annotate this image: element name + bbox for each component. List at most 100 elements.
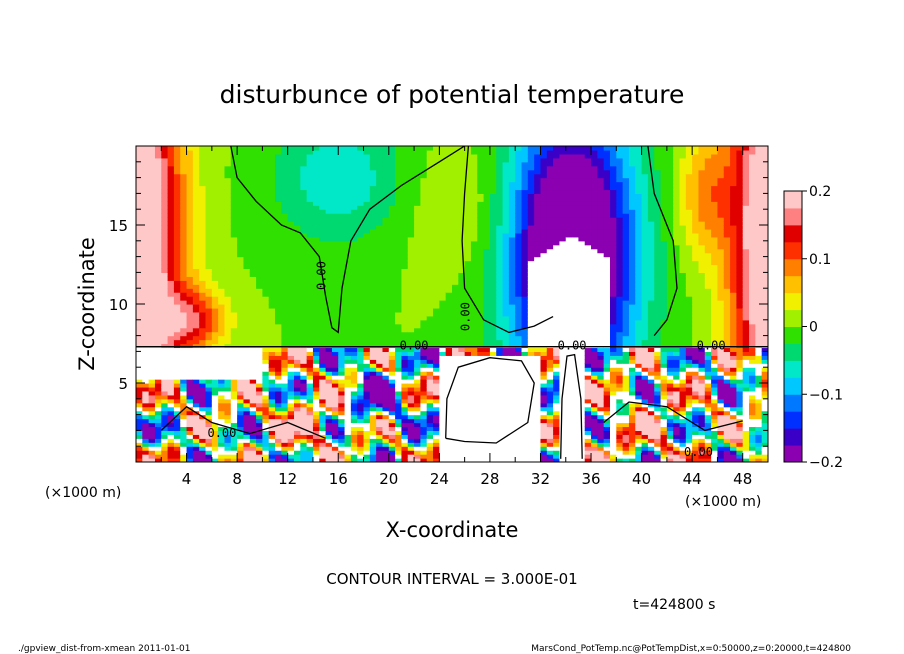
field-cell xyxy=(350,185,358,191)
field-cell xyxy=(376,422,384,428)
field-cell xyxy=(489,375,497,380)
field-cell xyxy=(357,359,365,364)
field-cell xyxy=(243,339,251,345)
field-cell xyxy=(489,300,497,305)
field-cell xyxy=(325,280,333,285)
field-cell xyxy=(401,383,409,388)
field-cell xyxy=(363,402,371,408)
field-cell xyxy=(331,205,339,210)
field-cell xyxy=(275,307,282,313)
field-cell xyxy=(388,335,396,341)
field-cell xyxy=(268,363,276,368)
field-cell xyxy=(376,430,384,435)
field-cell xyxy=(382,276,390,281)
field-cell xyxy=(426,272,434,277)
field-cell xyxy=(306,252,314,258)
field-cell xyxy=(173,394,181,400)
field-cell xyxy=(136,185,143,191)
field-cell xyxy=(294,458,301,462)
field-cell xyxy=(268,315,276,321)
field-cell xyxy=(287,165,295,171)
field-cell xyxy=(237,221,245,226)
field-cell xyxy=(420,315,428,321)
field-cell xyxy=(521,169,529,175)
field-cell xyxy=(464,394,472,400)
field-cell xyxy=(136,379,143,384)
field-cell xyxy=(319,351,327,356)
field-cell xyxy=(414,383,421,388)
field-cell xyxy=(338,375,346,380)
field-cell xyxy=(369,244,377,250)
field-cell xyxy=(256,244,263,250)
field-cell xyxy=(199,418,207,424)
field-cell xyxy=(420,256,428,262)
field-cell xyxy=(243,252,251,258)
field-cell xyxy=(275,458,282,462)
field-cell xyxy=(331,450,339,455)
field-cell xyxy=(433,280,440,285)
field-cell xyxy=(167,232,175,238)
field-cell xyxy=(294,327,301,333)
field-cell xyxy=(173,383,181,388)
field-cell xyxy=(414,394,421,400)
field-cell xyxy=(420,244,428,250)
field-cell xyxy=(287,386,295,392)
field-cell xyxy=(192,169,200,175)
field-cell xyxy=(186,213,194,218)
field-cell xyxy=(294,149,301,155)
field-cell xyxy=(325,363,333,368)
field-cell xyxy=(161,292,169,297)
field-cell xyxy=(211,292,219,297)
field-cell xyxy=(180,458,188,462)
field-cell xyxy=(407,300,415,305)
field-cell xyxy=(458,446,466,451)
field-cell xyxy=(243,355,251,360)
field-cell xyxy=(180,311,188,317)
field-cell xyxy=(262,410,270,416)
field-cell xyxy=(199,379,207,384)
field-cell xyxy=(407,193,415,198)
field-cell xyxy=(445,217,453,222)
field-cell xyxy=(395,213,403,218)
field-cell xyxy=(262,232,270,238)
field-cell xyxy=(458,414,466,420)
field-cell xyxy=(167,398,175,404)
field-cell xyxy=(224,390,232,396)
field-cell xyxy=(211,193,219,198)
field-cell xyxy=(388,398,396,404)
field-cell xyxy=(388,390,396,396)
field-cell xyxy=(382,193,390,198)
field-cell xyxy=(161,228,169,234)
field-cell xyxy=(401,394,409,400)
field-cell xyxy=(136,311,143,317)
field-cell xyxy=(312,371,320,376)
field-cell xyxy=(439,319,447,325)
field-cell xyxy=(287,185,295,191)
field-cell xyxy=(268,236,276,242)
field-cell xyxy=(218,390,226,396)
field-cell xyxy=(401,193,409,198)
field-cell xyxy=(205,339,213,345)
field-cell xyxy=(414,161,421,167)
field-cell xyxy=(527,339,535,345)
field-cell xyxy=(350,307,358,313)
field-cell xyxy=(319,197,327,202)
field-cell xyxy=(458,351,466,356)
field-cell xyxy=(199,446,207,451)
field-cell xyxy=(237,315,245,321)
field-cell xyxy=(319,418,327,424)
field-cell xyxy=(186,244,194,250)
field-cell xyxy=(186,232,194,238)
field-cell xyxy=(199,458,207,462)
field-cell xyxy=(414,319,421,325)
field-cell xyxy=(148,390,156,396)
field-cell xyxy=(312,193,320,198)
field-cell xyxy=(256,161,263,167)
field-cell xyxy=(388,414,396,420)
field-cell xyxy=(287,217,295,222)
field-cell xyxy=(192,284,200,289)
field-cell xyxy=(401,165,409,171)
field-cell xyxy=(312,201,320,206)
field-cell xyxy=(439,410,447,416)
field-cell xyxy=(161,402,169,408)
